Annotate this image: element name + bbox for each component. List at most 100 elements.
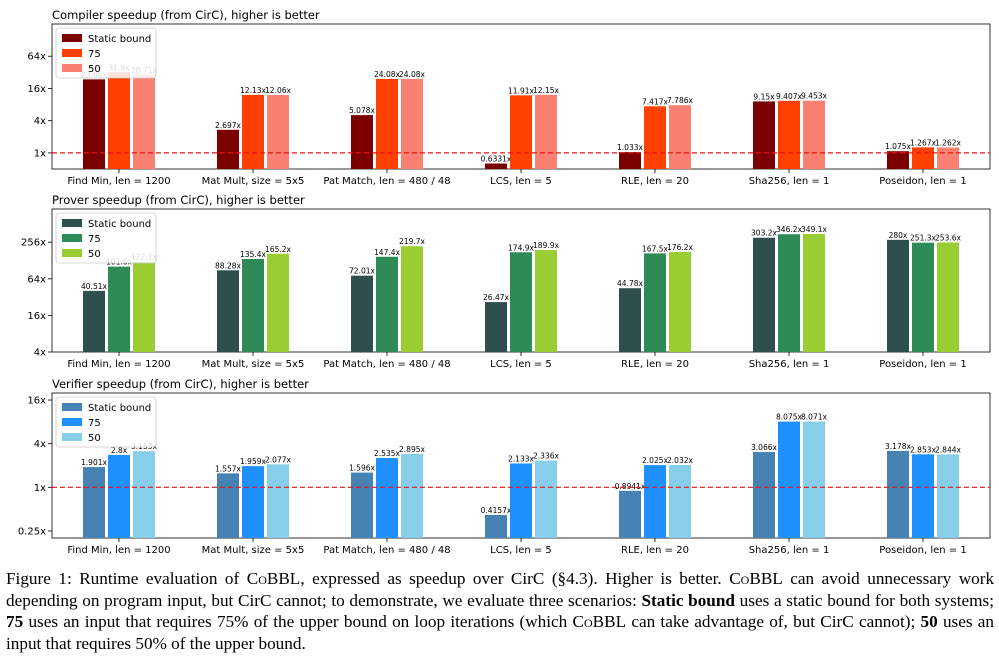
bar bbox=[267, 464, 289, 538]
data-label: 303.2x bbox=[751, 229, 777, 238]
bar bbox=[753, 452, 775, 538]
data-label: 147.4x bbox=[374, 248, 400, 257]
bar bbox=[937, 242, 959, 352]
bar bbox=[887, 239, 909, 352]
bar bbox=[644, 465, 666, 538]
legend-swatch bbox=[62, 234, 82, 242]
bar bbox=[267, 95, 289, 169]
caption-text-6: can take advantage of, but CirC cannot); bbox=[631, 612, 916, 631]
bar bbox=[669, 465, 691, 538]
bar bbox=[619, 288, 641, 352]
legend-label: Static bound bbox=[88, 34, 151, 45]
bar bbox=[351, 472, 373, 538]
bar bbox=[217, 129, 239, 169]
caption-text-2: , expressed as speedup over CirC (§4.3).… bbox=[300, 569, 722, 588]
data-label: 1.557x bbox=[215, 464, 241, 473]
x-tick-label: Pat Match, len = 480 / 48 bbox=[323, 545, 450, 556]
bar bbox=[485, 514, 507, 538]
data-label: 24.08x bbox=[399, 70, 425, 79]
bar bbox=[510, 95, 532, 169]
data-label: 176.2x bbox=[667, 243, 693, 252]
legend-swatch bbox=[62, 64, 82, 72]
legend-swatch bbox=[62, 49, 82, 57]
bar bbox=[535, 250, 557, 352]
bar bbox=[376, 256, 398, 352]
x-tick-label: Mat Mult, size = 5x5 bbox=[202, 176, 305, 187]
system-name: CoBBL bbox=[246, 569, 301, 588]
bar bbox=[351, 275, 373, 352]
bar bbox=[803, 234, 825, 352]
bar bbox=[912, 454, 934, 538]
y-tick-label: 16x bbox=[27, 84, 46, 95]
legend-swatch bbox=[62, 219, 82, 227]
system-name: CoBBL bbox=[572, 612, 627, 631]
scenario-75: 75 bbox=[6, 612, 24, 631]
chart-title: Verifier speedup (from CirC), higher is … bbox=[52, 377, 309, 391]
legend-swatch bbox=[62, 249, 82, 257]
bar bbox=[217, 270, 239, 352]
bar bbox=[778, 234, 800, 352]
y-tick-label: 256x bbox=[21, 238, 46, 249]
chart-title: Prover speedup (from CirC), higher is be… bbox=[52, 193, 305, 207]
data-label: 167.5x bbox=[642, 244, 668, 253]
data-label: 2.535x bbox=[374, 449, 400, 458]
data-label: 174.9x bbox=[508, 243, 534, 252]
data-label: 3.178x bbox=[885, 442, 911, 451]
bar bbox=[133, 261, 155, 352]
x-tick-label: Find Min, len = 1200 bbox=[67, 176, 170, 187]
chart-title: Compiler speedup (from CirC), higher is … bbox=[52, 8, 320, 22]
bar bbox=[887, 151, 909, 169]
data-label: 0.6331x bbox=[481, 155, 512, 164]
data-label: 88.28x bbox=[215, 261, 241, 270]
bar bbox=[912, 242, 934, 352]
data-label: 219.7x bbox=[399, 237, 425, 246]
bar bbox=[401, 246, 423, 352]
bar bbox=[912, 147, 934, 169]
data-label: 2.8x bbox=[111, 446, 128, 455]
data-label: 2.853x bbox=[910, 445, 936, 454]
data-label: 0.4157x bbox=[481, 506, 512, 515]
bar bbox=[669, 252, 691, 352]
x-tick-label: Sha256, len = 1 bbox=[749, 359, 830, 370]
y-tick-label: 0.25x bbox=[18, 526, 46, 537]
data-label: 9.407x bbox=[776, 92, 802, 101]
x-tick-label: Poseidon, len = 1 bbox=[879, 545, 966, 556]
bar bbox=[644, 253, 666, 352]
data-label: 8.075x bbox=[776, 413, 802, 422]
data-label: 2.697x bbox=[215, 121, 241, 130]
caption-text-1: Runtime evaluation of bbox=[79, 569, 240, 588]
y-tick-label: 4x bbox=[34, 116, 46, 127]
x-tick-label: LCS, len = 5 bbox=[490, 176, 552, 187]
y-tick-label: 64x bbox=[27, 52, 46, 63]
system-name: CoBBL bbox=[729, 569, 783, 588]
data-label: 5.078x bbox=[349, 106, 375, 115]
data-label: 1.959x bbox=[240, 457, 266, 466]
data-label: 2.895x bbox=[399, 445, 425, 454]
data-label: 1.033x bbox=[617, 143, 643, 152]
x-tick-label: Poseidon, len = 1 bbox=[879, 176, 966, 187]
bar bbox=[485, 163, 507, 169]
legend-label: 50 bbox=[88, 249, 101, 260]
data-label: 2.025x bbox=[642, 456, 668, 465]
bar bbox=[108, 454, 130, 538]
legend-swatch bbox=[62, 34, 82, 42]
x-tick-label: Mat Mult, size = 5x5 bbox=[202, 359, 305, 370]
data-label: 1.901x bbox=[81, 458, 107, 467]
data-label: 349.1x bbox=[801, 225, 827, 234]
data-label: 251.3x bbox=[910, 234, 936, 243]
data-label: 1.267x bbox=[910, 138, 936, 147]
bar bbox=[83, 79, 105, 169]
caption-text-7: uses an input that requires 50% of the u… bbox=[6, 612, 995, 653]
x-tick-label: Find Min, len = 1200 bbox=[67, 359, 170, 370]
y-tick-label: 16x bbox=[27, 311, 46, 322]
data-label: 11.91x bbox=[508, 86, 534, 95]
bar bbox=[267, 253, 289, 352]
y-tick-label: 4x bbox=[34, 348, 46, 359]
data-label: 253.6x bbox=[935, 233, 961, 242]
bar bbox=[376, 78, 398, 169]
data-label: 9.15x bbox=[753, 92, 775, 101]
bar bbox=[937, 454, 959, 538]
x-tick-label: Mat Mult, size = 5x5 bbox=[202, 545, 305, 556]
bar bbox=[242, 94, 264, 169]
x-tick-label: LCS, len = 5 bbox=[490, 359, 552, 370]
